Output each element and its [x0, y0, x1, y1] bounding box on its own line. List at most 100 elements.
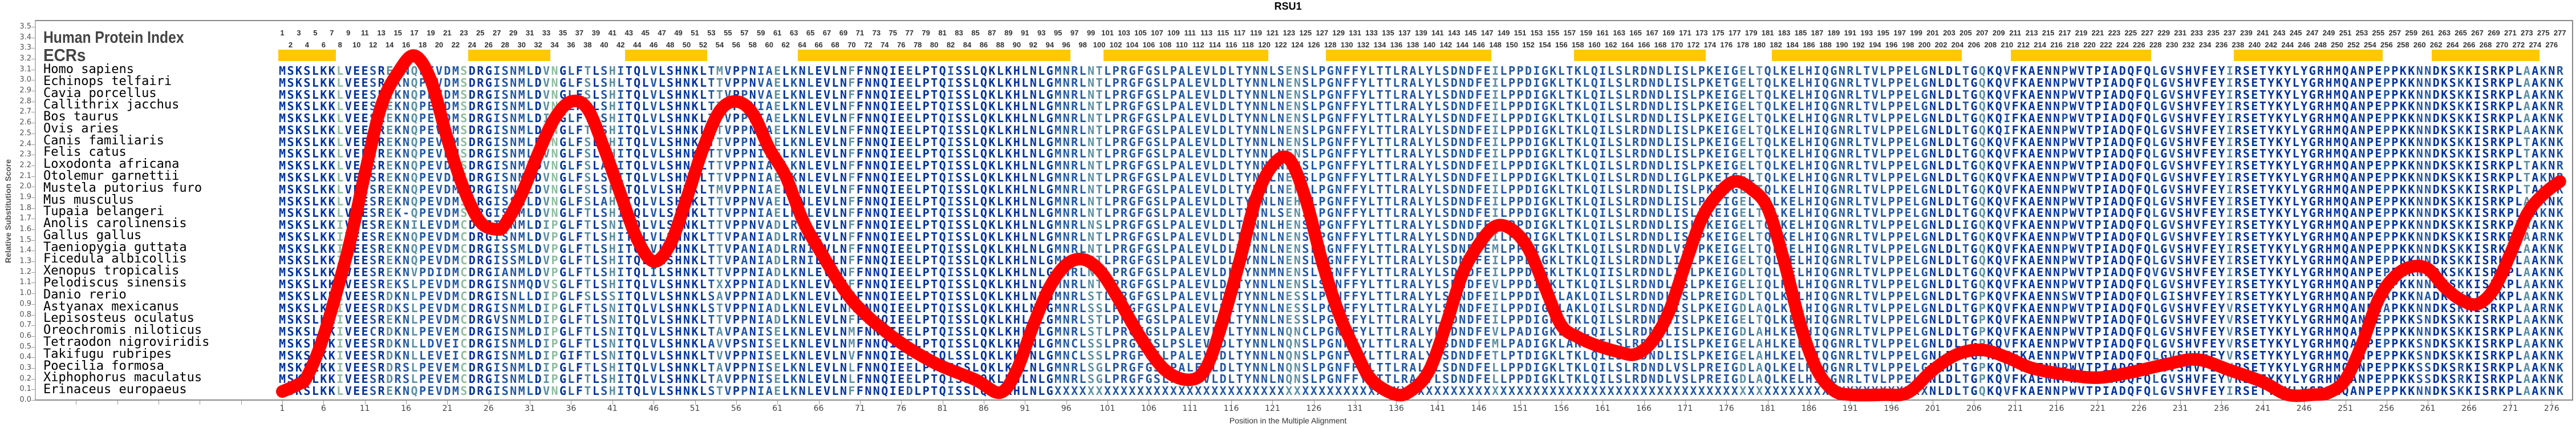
- position-number: 174: [1702, 41, 1718, 49]
- position-number: 115: [1215, 29, 1231, 37]
- position-number: 78: [910, 41, 926, 49]
- x-tick: [1355, 401, 1356, 405]
- position-number: 97: [1066, 29, 1082, 37]
- y-tick-label: 2.6: [17, 119, 31, 127]
- y-tick: [31, 165, 35, 166]
- position-number: 17: [407, 29, 423, 37]
- position-number: 67: [819, 29, 835, 37]
- position-number: 33: [538, 29, 554, 37]
- y-tick-label: 2.7: [17, 108, 31, 116]
- x-tick-label: 86: [972, 404, 995, 413]
- x-tick: [241, 401, 242, 405]
- position-number: 87: [984, 29, 1000, 37]
- y-tick-label: 0.1: [17, 385, 31, 393]
- x-tick-label: 276: [2540, 404, 2563, 413]
- x-tick: [1808, 401, 1810, 405]
- y-tick: [31, 346, 35, 348]
- y-tick-label: 0.2: [17, 374, 31, 383]
- y-tick-label: 1.7: [17, 215, 31, 223]
- position-number: 15: [390, 29, 406, 37]
- y-tick: [31, 325, 35, 326]
- position-number: 54: [712, 41, 728, 49]
- position-number: 135: [1380, 29, 1396, 37]
- x-tick: [117, 401, 118, 405]
- y-tick: [31, 293, 35, 294]
- y-tick: [31, 400, 35, 401]
- position-number: 75: [885, 29, 901, 37]
- position-number: 161: [1595, 29, 1610, 37]
- position-number: 50: [679, 41, 695, 49]
- x-tick: [1850, 401, 1851, 405]
- position-number: 127: [1314, 29, 1330, 37]
- x-tick: [282, 401, 283, 405]
- x-tick-label: 241: [2252, 404, 2274, 413]
- y-tick: [31, 272, 35, 273]
- x-tick-label: 11: [354, 404, 376, 413]
- x-tick-label: 116: [1220, 404, 1243, 413]
- position-number: 94: [1042, 41, 1058, 49]
- position-number: 24: [464, 41, 480, 49]
- position-number: 68: [827, 41, 843, 49]
- position-number: 104: [1124, 41, 1140, 49]
- position-number: 183: [1776, 29, 1792, 37]
- x-tick-label: 106: [1137, 404, 1160, 413]
- position-number: 155: [1545, 29, 1561, 37]
- x-tick-label: 36: [559, 404, 582, 413]
- position-number: 49: [671, 29, 687, 37]
- x-tick-label: 151: [1509, 404, 1532, 413]
- x-tick: [695, 401, 696, 405]
- position-number: 158: [1570, 41, 1586, 49]
- position-number: 98: [1075, 41, 1091, 49]
- position-number: 74: [877, 41, 893, 49]
- position-number: 125: [1297, 29, 1313, 37]
- y-tick-label: 2.1: [17, 172, 31, 180]
- position-number: 35: [555, 29, 571, 37]
- position-number: 172: [1685, 41, 1701, 49]
- x-tick-label: 271: [2499, 404, 2522, 413]
- position-number: 28: [497, 41, 513, 49]
- position-number: 111: [1182, 29, 1198, 37]
- position-number: 40: [596, 41, 612, 49]
- y-tick: [31, 304, 35, 305]
- position-number: 63: [786, 29, 802, 37]
- y-tick: [31, 197, 35, 198]
- position-number: 176: [1718, 41, 1734, 49]
- x-tick-label: 121: [1261, 404, 1284, 413]
- position-number: 62: [778, 41, 794, 49]
- position-number: 7: [324, 29, 340, 37]
- y-tick: [31, 176, 35, 177]
- position-number: 159: [1578, 29, 1594, 37]
- position-number: 57: [736, 29, 752, 37]
- position-number: 95: [1050, 29, 1066, 37]
- y-tick: [31, 240, 35, 241]
- y-tick-label: 3.0: [17, 76, 31, 84]
- position-number: 177: [1727, 29, 1743, 37]
- position-number: 32: [530, 41, 546, 49]
- x-tick-label: 51: [684, 404, 707, 413]
- position-number: 86: [976, 41, 992, 49]
- y-tick-label: 1.9: [17, 193, 31, 201]
- position-number: 126: [1306, 41, 1322, 49]
- x-tick-label: 81: [931, 404, 954, 413]
- position-number: 99: [1083, 29, 1099, 37]
- y-tick-label: 2.0: [17, 183, 31, 191]
- y-tick-label: 0.8: [17, 310, 31, 319]
- y-tick-label: 2.4: [17, 140, 31, 148]
- x-tick-label: 101: [1096, 404, 1119, 413]
- x-axis-title: Position in the Multiple Alignment: [0, 415, 2576, 426]
- y-tick-label: 0.5: [17, 342, 31, 351]
- position-number: 140: [1421, 41, 1437, 49]
- position-number: 144: [1454, 41, 1470, 49]
- y-tick-label: 0.4: [17, 353, 31, 361]
- position-number: 152: [1520, 41, 1536, 49]
- position-number: 92: [1025, 41, 1041, 49]
- position-number: 96: [1058, 41, 1074, 49]
- position-number: 143: [1446, 29, 1462, 37]
- position-number: 175: [1710, 29, 1726, 37]
- x-tick-label: 201: [1921, 404, 1944, 413]
- position-number: 83: [951, 29, 967, 37]
- position-number: 110: [1174, 41, 1190, 49]
- position-number: 150: [1504, 41, 1520, 49]
- position-number: 44: [629, 41, 645, 49]
- x-tick: [1644, 401, 1645, 405]
